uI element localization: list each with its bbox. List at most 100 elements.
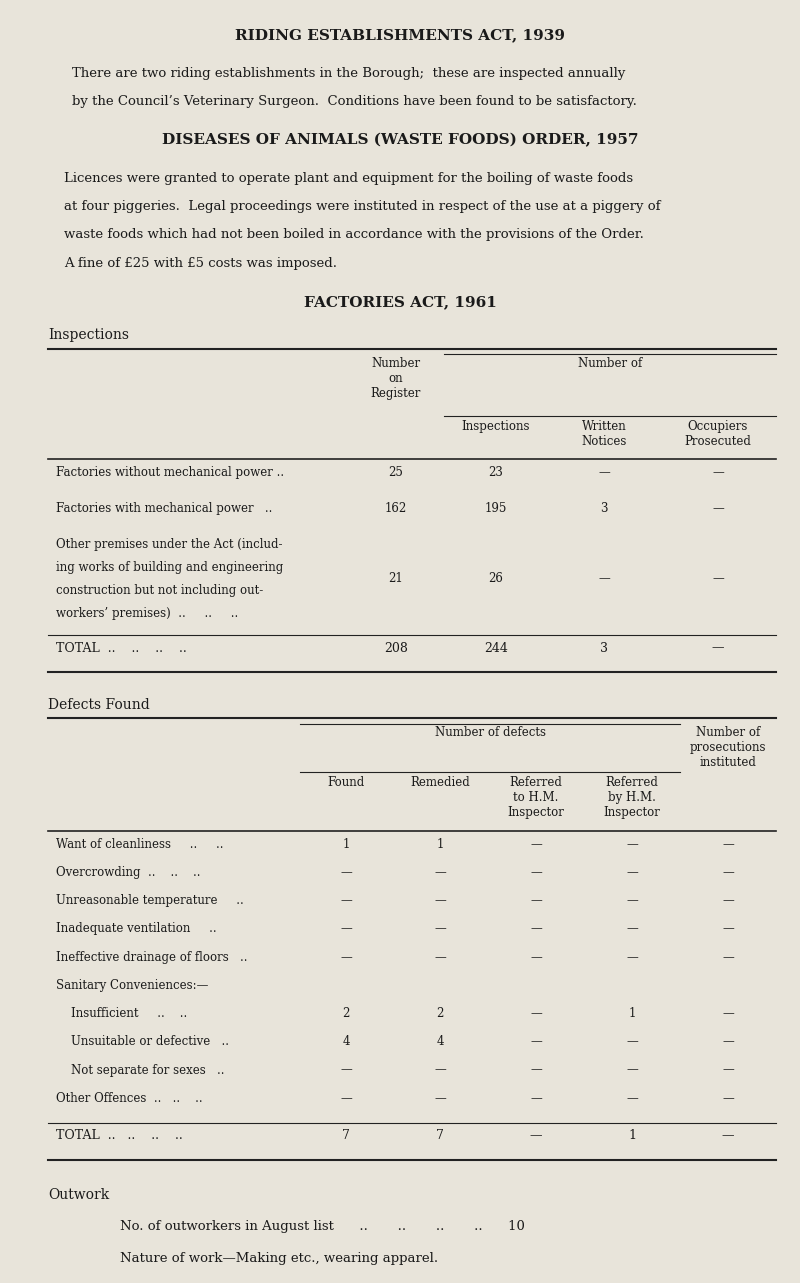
Text: Want of cleanliness     ..     ..: Want of cleanliness .. .. bbox=[56, 838, 223, 851]
Text: Nature of work—Making etc., wearing apparel.: Nature of work—Making etc., wearing appa… bbox=[120, 1252, 438, 1265]
Text: —: — bbox=[530, 866, 542, 879]
Text: 26: 26 bbox=[489, 572, 503, 585]
Text: Referred
by H.M.
Inspector: Referred by H.M. Inspector bbox=[603, 776, 661, 820]
Text: There are two riding establishments in the Borough;  these are inspected annuall: There are two riding establishments in t… bbox=[72, 67, 626, 80]
Text: 162: 162 bbox=[385, 502, 407, 514]
Text: —: — bbox=[722, 1035, 734, 1048]
Text: Referred
to H.M.
Inspector: Referred to H.M. Inspector bbox=[507, 776, 565, 820]
Text: 3: 3 bbox=[600, 502, 608, 514]
Text: Outwork: Outwork bbox=[48, 1188, 110, 1202]
Text: Factories without mechanical power ..: Factories without mechanical power .. bbox=[56, 466, 284, 479]
Text: Unsuitable or defective   ..: Unsuitable or defective .. bbox=[56, 1035, 229, 1048]
Text: 4: 4 bbox=[342, 1035, 350, 1048]
Text: ing works of building and engineering: ing works of building and engineering bbox=[56, 561, 283, 574]
Text: —: — bbox=[626, 1064, 638, 1076]
Text: —: — bbox=[530, 1129, 542, 1142]
Text: 1: 1 bbox=[628, 1129, 636, 1142]
Text: 195: 195 bbox=[485, 502, 507, 514]
Text: No. of outworkers in August list      ..       ..       ..       ..      10: No. of outworkers in August list .. .. .… bbox=[120, 1220, 525, 1233]
Text: —: — bbox=[626, 838, 638, 851]
Text: 25: 25 bbox=[389, 466, 403, 479]
Text: at four piggeries.  Legal proceedings were instituted in respect of the use at a: at four piggeries. Legal proceedings wer… bbox=[64, 200, 661, 213]
Text: 3: 3 bbox=[600, 642, 608, 654]
Text: 244: 244 bbox=[484, 642, 508, 654]
Text: —: — bbox=[626, 951, 638, 964]
Text: A fine of £25 with £5 costs was imposed.: A fine of £25 with £5 costs was imposed. bbox=[64, 257, 337, 269]
Text: 1: 1 bbox=[436, 838, 444, 851]
Text: RIDING ESTABLISHMENTS ACT, 1939: RIDING ESTABLISHMENTS ACT, 1939 bbox=[235, 28, 565, 42]
Text: workers’ premises)  ..     ..     ..: workers’ premises) .. .. .. bbox=[56, 607, 238, 620]
Text: —: — bbox=[722, 951, 734, 964]
Text: Written
Notices: Written Notices bbox=[582, 420, 626, 448]
Text: by the Council’s Veterinary Surgeon.  Conditions have been found to be satisfact: by the Council’s Veterinary Surgeon. Con… bbox=[72, 95, 637, 108]
Text: —: — bbox=[722, 866, 734, 879]
Text: —: — bbox=[626, 1035, 638, 1048]
Text: 1: 1 bbox=[342, 838, 350, 851]
Text: 2: 2 bbox=[436, 1007, 444, 1020]
Text: Number
on
Register: Number on Register bbox=[371, 357, 421, 400]
Text: Remedied: Remedied bbox=[410, 776, 470, 789]
Text: 23: 23 bbox=[489, 466, 503, 479]
Text: —: — bbox=[434, 951, 446, 964]
Text: Factories with mechanical power   ..: Factories with mechanical power .. bbox=[56, 502, 272, 514]
Text: —: — bbox=[626, 894, 638, 907]
Text: —: — bbox=[722, 1129, 734, 1142]
Text: —: — bbox=[712, 466, 724, 479]
Text: —: — bbox=[530, 1035, 542, 1048]
Text: Occupiers
Prosecuted: Occupiers Prosecuted bbox=[685, 420, 751, 448]
Text: —: — bbox=[626, 866, 638, 879]
Text: —: — bbox=[340, 866, 352, 879]
Text: —: — bbox=[712, 642, 724, 654]
Text: —: — bbox=[722, 894, 734, 907]
Text: —: — bbox=[722, 838, 734, 851]
Text: —: — bbox=[434, 866, 446, 879]
Text: Licences were granted to operate plant and equipment for the boiling of waste fo: Licences were granted to operate plant a… bbox=[64, 172, 633, 185]
Text: 7: 7 bbox=[342, 1129, 350, 1142]
Text: —: — bbox=[530, 838, 542, 851]
Text: 1: 1 bbox=[628, 1007, 636, 1020]
Text: —: — bbox=[530, 894, 542, 907]
Text: —: — bbox=[530, 1092, 542, 1105]
Text: —: — bbox=[530, 1007, 542, 1020]
Text: Number of defects: Number of defects bbox=[434, 726, 546, 739]
Text: Overcrowding  ..    ..    ..: Overcrowding .. .. .. bbox=[56, 866, 201, 879]
Text: —: — bbox=[434, 922, 446, 935]
Text: Not separate for sexes   ..: Not separate for sexes .. bbox=[56, 1064, 225, 1076]
Text: Unreasonable temperature     ..: Unreasonable temperature .. bbox=[56, 894, 244, 907]
Text: Found: Found bbox=[327, 776, 365, 789]
Text: —: — bbox=[340, 1092, 352, 1105]
Text: —: — bbox=[340, 1064, 352, 1076]
Text: —: — bbox=[530, 922, 542, 935]
Text: TOTAL  ..   ..    ..    ..: TOTAL .. .. .. .. bbox=[56, 1129, 182, 1142]
Text: —: — bbox=[722, 1092, 734, 1105]
Text: Inspections: Inspections bbox=[462, 420, 530, 432]
Text: —: — bbox=[530, 951, 542, 964]
Text: 2: 2 bbox=[342, 1007, 350, 1020]
Text: —: — bbox=[712, 502, 724, 514]
Text: Other Offences  ..   ..    ..: Other Offences .. .. .. bbox=[56, 1092, 202, 1105]
Text: Other premises under the Act (includ-: Other premises under the Act (includ- bbox=[56, 538, 282, 550]
Text: —: — bbox=[722, 1007, 734, 1020]
Text: —: — bbox=[626, 1092, 638, 1105]
Text: —: — bbox=[530, 1064, 542, 1076]
Text: —: — bbox=[434, 1092, 446, 1105]
Text: Number of: Number of bbox=[578, 357, 642, 370]
Text: Inadequate ventilation     ..: Inadequate ventilation .. bbox=[56, 922, 217, 935]
Text: FACTORIES ACT, 1961: FACTORIES ACT, 1961 bbox=[303, 295, 497, 309]
Text: Insufficient     ..    ..: Insufficient .. .. bbox=[56, 1007, 187, 1020]
Text: —: — bbox=[434, 1064, 446, 1076]
Text: Inspections: Inspections bbox=[48, 328, 129, 343]
Text: Number of
prosecutions
instituted: Number of prosecutions instituted bbox=[690, 726, 766, 770]
Text: —: — bbox=[722, 1064, 734, 1076]
Text: TOTAL  ..    ..    ..    ..: TOTAL .. .. .. .. bbox=[56, 642, 186, 654]
Text: —: — bbox=[626, 922, 638, 935]
Text: waste foods which had not been boiled in accordance with the provisions of the O: waste foods which had not been boiled in… bbox=[64, 228, 644, 241]
Text: 4: 4 bbox=[436, 1035, 444, 1048]
Text: —: — bbox=[712, 572, 724, 585]
Text: —: — bbox=[340, 922, 352, 935]
Text: —: — bbox=[722, 922, 734, 935]
Text: construction but not including out-: construction but not including out- bbox=[56, 584, 263, 597]
Text: —: — bbox=[340, 951, 352, 964]
Text: DISEASES OF ANIMALS (WASTE FOODS) ORDER, 1957: DISEASES OF ANIMALS (WASTE FOODS) ORDER,… bbox=[162, 133, 638, 148]
Text: 21: 21 bbox=[389, 572, 403, 585]
